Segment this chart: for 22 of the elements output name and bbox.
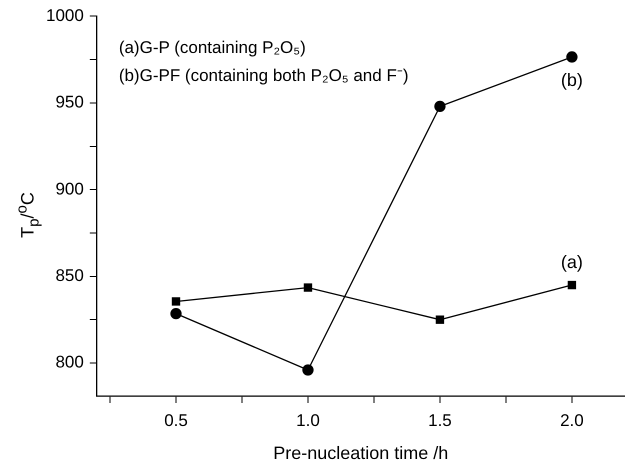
y-tick-label: 1000 [46,6,84,25]
point [172,297,180,306]
annotation: (b)G-PF (containing both P₂O₅ and F⁻) [118,66,408,85]
point [566,51,578,63]
x-axis-title: Pre-nucleation time /h [273,443,448,464]
x-tick-label: 2.0 [560,410,584,430]
y-tick-label: 800 [55,352,84,372]
point [434,100,446,112]
point [170,308,182,320]
y-tick-label: 850 [55,266,84,286]
series-label: (a) [560,252,583,272]
series-label: (b) [560,70,583,90]
x-tick-label: 1.0 [296,410,320,430]
point [436,316,444,324]
y-tick-label: 900 [55,179,84,198]
point [568,280,576,290]
annotation: (a)G-P (containing P₂O₅) [118,38,306,57]
point [304,283,312,292]
x-tick-label: 1.5 [428,410,452,430]
y-tick-label: 950 [55,92,84,112]
x-tick-label: 0.5 [164,410,188,430]
point [302,364,314,376]
